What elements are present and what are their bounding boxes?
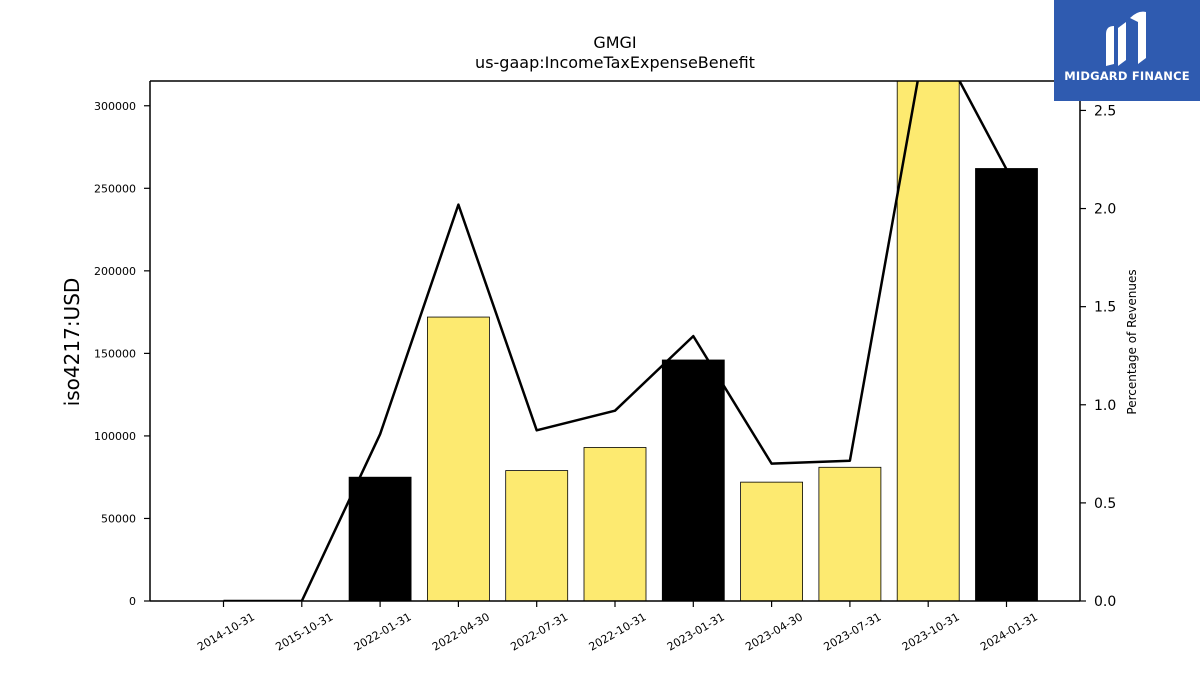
bar — [348, 476, 412, 601]
y-tick-label: 300000 — [94, 100, 136, 113]
chart-subtitle: us-gaap:IncomeTaxExpenseBenefit — [475, 53, 755, 72]
x-tick-label: 2023-01-31 — [665, 610, 727, 653]
x-tick-label: 2022-04-30 — [430, 610, 492, 653]
x-tick-label: 2023-07-31 — [822, 610, 884, 653]
bar — [583, 447, 647, 601]
y-tick-label: 50000 — [101, 512, 136, 525]
bar — [505, 470, 569, 601]
y2-tick-label: 1.5 — [1094, 300, 1116, 316]
y2-tick-label: 1.0 — [1094, 398, 1116, 414]
logo-text: MIDGARD FINANCE — [1064, 69, 1190, 83]
chart-title: GMGI — [593, 33, 636, 52]
y-tick-label: 250000 — [94, 182, 136, 195]
logo-mark-icon — [1106, 11, 1146, 66]
y2-tick-label: 2.5 — [1094, 103, 1116, 119]
y-tick-label: 100000 — [94, 430, 136, 443]
bar — [426, 316, 490, 601]
line-series — [223, 81, 1008, 601]
y2-tick-label: 0.0 — [1094, 594, 1116, 610]
y-axis-label: iso4217:USD — [60, 278, 84, 407]
y2-tick-label: 2.0 — [1094, 202, 1116, 218]
bar — [661, 359, 725, 601]
bar — [896, 81, 960, 601]
midgard-finance-logo: MIDGARD FINANCE — [1054, 0, 1200, 101]
y-tick-label: 150000 — [94, 347, 136, 360]
bar — [740, 481, 803, 601]
bar — [818, 466, 882, 601]
x-tick-label: 2023-04-30 — [743, 610, 805, 653]
plot-area: 0 50000 100000 150000 200000 250000 300000 0.0 0… — [94, 80, 1116, 654]
x-tick-label: 2022-07-31 — [508, 610, 570, 653]
y-tick-label: 0 — [129, 595, 136, 608]
x-tick-label: 2015-10-31 — [273, 610, 335, 653]
x-tick-label: 2014-10-31 — [195, 610, 257, 653]
y-tick-label: 200000 — [94, 265, 136, 278]
y2-tick-label: 0.5 — [1094, 496, 1116, 512]
x-tick-label: 2022-01-31 — [352, 610, 414, 653]
bar-series — [348, 81, 1038, 601]
x-tick-label: 2022-10-31 — [587, 610, 649, 653]
percentage-line — [223, 81, 1008, 601]
x-tick-label: 2023-10-31 — [900, 610, 962, 653]
x-tick-label: 2024-01-31 — [978, 610, 1040, 653]
y2-axis-label: Percentage of Revenues — [1125, 269, 1139, 414]
bar — [975, 168, 1038, 601]
